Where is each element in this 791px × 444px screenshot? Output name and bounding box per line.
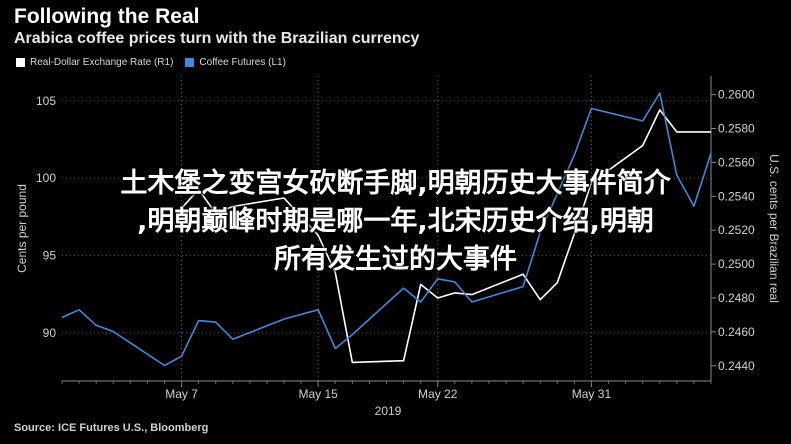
y-left-tick-label: 100	[36, 171, 56, 185]
y-left-tick-label: 90	[43, 326, 57, 340]
y-right-tick-label: 0.2580	[718, 122, 755, 136]
y-left-axis-title: Cents per pound	[15, 184, 29, 273]
y-right-axis-title: U.S. cents per Brazilian real	[767, 154, 781, 303]
legend-swatch-exchange-rate	[16, 58, 25, 67]
x-tick-label: May 7	[165, 387, 198, 401]
legend-label-coffee-futures: Coffee Futures (L1)	[199, 57, 286, 68]
y-right-tick-label: 0.2600	[718, 88, 755, 102]
x-tick-label: May 15	[299, 387, 339, 401]
legend-item-coffee-futures: Coffee Futures (L1)	[185, 57, 286, 68]
x-tick-label: May 31	[572, 387, 612, 401]
y-left-tick-label: 95	[43, 249, 57, 263]
y-right-tick-label: 0.2480	[718, 291, 755, 305]
legend-swatch-coffee-futures	[185, 58, 195, 67]
y-right-tick-label: 0.2520	[718, 223, 755, 237]
chart-subtitle: Arabica coffee prices turn with the Braz…	[14, 30, 420, 47]
y-right-tick-label: 0.2540	[718, 189, 755, 203]
chart-title: Following the Real	[14, 5, 200, 28]
series-line-coffee-futures	[61, 92, 712, 367]
source-note: Source: ICE Futures U.S., Bloomberg	[14, 422, 209, 434]
x-tick-label: May 22	[418, 387, 458, 401]
overlay-text-line-2: ,明朝巅峰时期是哪一年,北宋历史介绍,明朝	[137, 206, 654, 237]
y-left-tick-label: 105	[36, 94, 56, 108]
overlay-text-line-3: 所有发生过的大事件	[274, 244, 517, 275]
y-right-tick-label: 0.2440	[718, 359, 755, 373]
legend-label-exchange-rate: Real-Dollar Exchange Rate (R1)	[30, 57, 174, 68]
y-right-tick-label: 0.2460	[718, 325, 755, 339]
legend-item-exchange-rate: Real-Dollar Exchange Rate (R1)	[16, 57, 173, 68]
series-line-exchange-rate	[181, 109, 711, 364]
x-year-label: 2019	[375, 404, 402, 418]
overlay-text-line-1: 土木堡之变宫女砍断手脚,明朝历史大事件简介	[120, 168, 671, 199]
y-right-tick-label: 0.2560	[718, 155, 755, 169]
legend: Real-Dollar Exchange Rate (R1) Coffee Fu…	[16, 57, 298, 68]
y-right-tick-label: 0.2500	[718, 257, 755, 271]
